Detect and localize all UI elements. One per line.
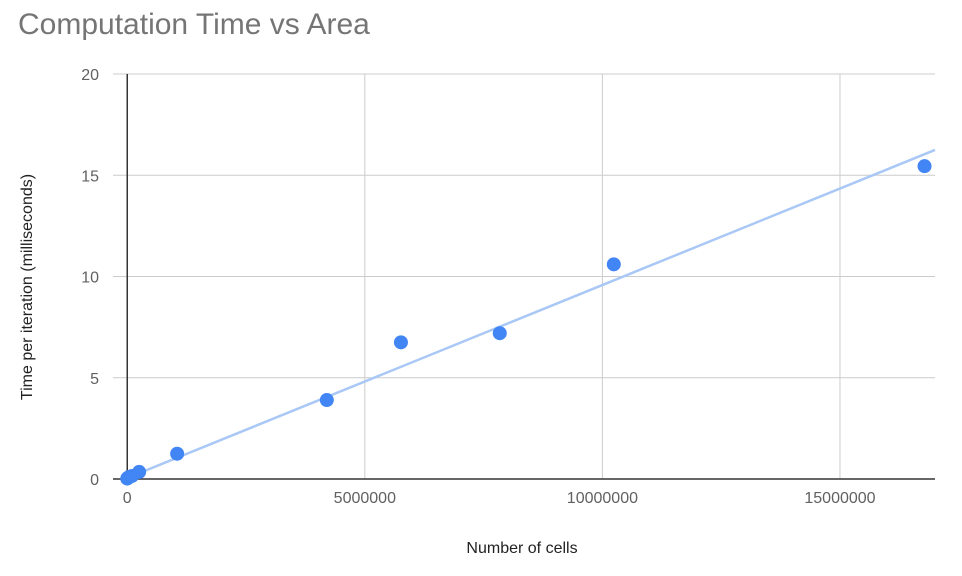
y-tick-label: 10 xyxy=(81,270,99,287)
data-point xyxy=(170,446,185,461)
x-axis-title: Number of cells xyxy=(466,540,577,557)
y-tick-label: 15 xyxy=(81,168,99,185)
data-point xyxy=(132,464,147,479)
axes xyxy=(113,74,935,480)
data-point xyxy=(319,393,334,408)
trendline-layer xyxy=(126,148,936,480)
x-tick-label: 15000000 xyxy=(804,490,875,507)
y-tick-label: 20 xyxy=(81,67,99,84)
y-tick-label: 5 xyxy=(90,371,99,388)
data-point xyxy=(492,326,507,341)
x-tick-label: 10000000 xyxy=(567,490,638,507)
trendline xyxy=(126,148,936,480)
y-axis-title: Time per iteration (milliseconds) xyxy=(19,174,36,400)
grid-lines xyxy=(113,73,935,479)
chart-title: Computation Time vs Area xyxy=(18,8,370,41)
x-tick-label: 0 xyxy=(123,490,132,507)
y-tick-label: 0 xyxy=(90,472,99,489)
data-points xyxy=(120,159,932,486)
tick-labels: 0 5 10 15 20 0 5000000 10000000 15000000 xyxy=(81,67,875,507)
data-point xyxy=(917,159,932,174)
data-point xyxy=(606,257,621,272)
data-point xyxy=(393,335,408,350)
x-tick-label: 5000000 xyxy=(334,490,396,507)
